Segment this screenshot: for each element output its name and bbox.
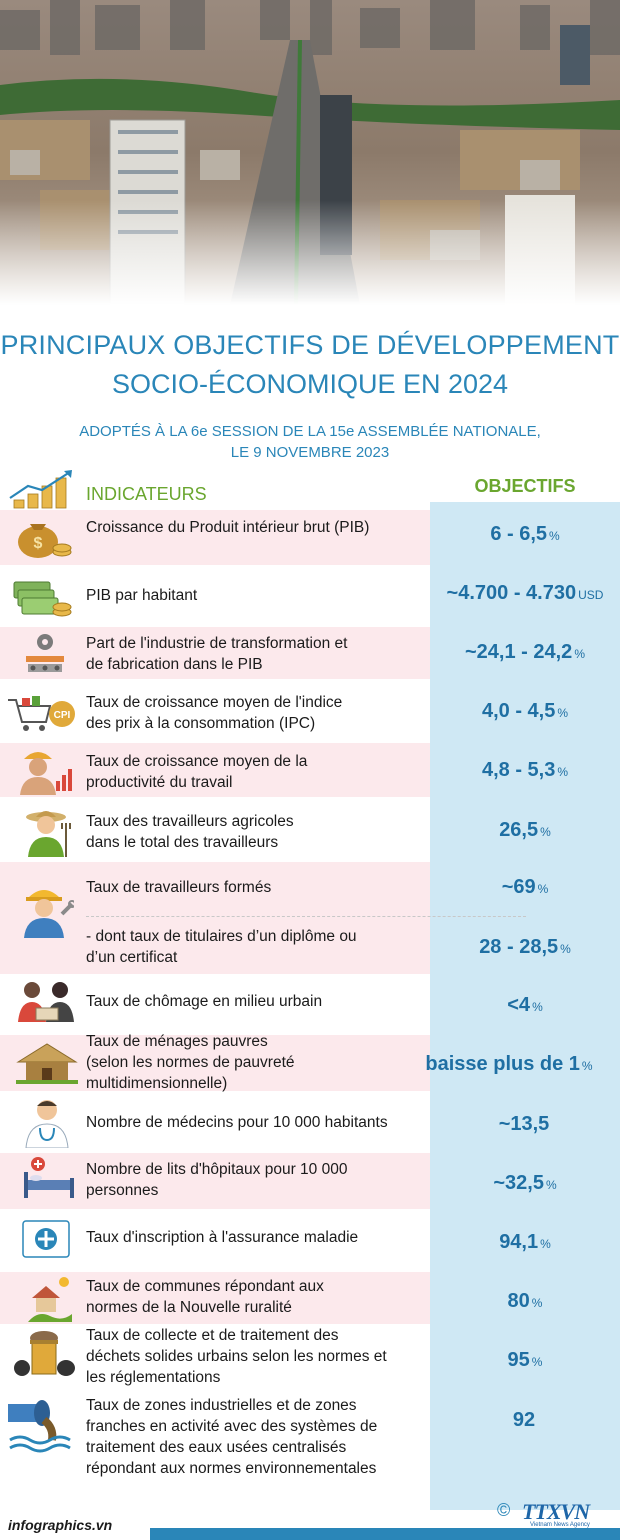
objective-value: 95% xyxy=(507,1349,543,1371)
money-bag-icon: $ xyxy=(18,524,72,558)
indicator-label: Taux de croissance moyen de la xyxy=(86,753,308,770)
indicator-label: traitement des eaux usées centralisés xyxy=(86,1439,347,1456)
objective-value: 26,5% xyxy=(499,819,551,841)
objective-value: baisse plus de 1% xyxy=(425,1053,593,1075)
indicators-header: INDICATEURS xyxy=(86,484,207,504)
indicator-label: Taux de ménages pauvres xyxy=(86,1033,268,1050)
indicator-label: (selon les normes de pauvreté xyxy=(86,1054,295,1071)
indicator-label: dans le total des travailleurs xyxy=(86,834,279,851)
objective-value: 92 xyxy=(512,1409,536,1431)
indicator-label: normes de la Nouvelle ruralité xyxy=(86,1299,292,1316)
cpi-cart-icon: CPI xyxy=(8,696,75,731)
indicator-label: multidimensionnelle) xyxy=(86,1075,228,1092)
subtitle-line1: ADOPTÉS À LA 6e SESSION DE LA 15e ASSEMB… xyxy=(79,423,541,440)
indicator-label: - dont taux de titulaires d’un diplôme o… xyxy=(86,928,357,945)
objectives-column xyxy=(430,502,620,1510)
objective-value: <4% xyxy=(507,994,543,1016)
vna-logo: TTXVN xyxy=(522,1499,590,1524)
objective-value: ~4.700 - 4.730 USD xyxy=(446,582,604,604)
objective-value: 4,0 - 4,5% xyxy=(481,700,569,722)
sub-row-divider xyxy=(86,916,526,917)
indicator-label: Nombre de médecins pour 10 000 habitants xyxy=(86,1114,388,1131)
health-insurance-icon xyxy=(22,1220,70,1258)
objective-value: 4,8 - 5,3% xyxy=(481,759,569,781)
hospital-bed-icon xyxy=(24,1157,74,1198)
indicator-label: Nombre de lits d'hôpitaux pour 10 000 xyxy=(86,1161,348,1178)
objectives-header: OBJECTIFS xyxy=(474,476,576,496)
indicator-label: Taux d'inscription à l'assurance maladie xyxy=(86,1229,359,1246)
waste-bin-icon xyxy=(14,1331,75,1376)
factory-gear-icon xyxy=(26,634,64,672)
indicator-label: Taux de croissance moyen de l'indice xyxy=(86,694,343,711)
unemployed-people-icon xyxy=(18,982,74,1022)
indicator-label: PIB par habitant xyxy=(86,587,198,604)
city-aerial-photo xyxy=(0,0,620,305)
indicator-label: Croissance du Produit intérieur brut (PI… xyxy=(86,519,370,536)
indicator-label: répondant aux normes environnementales xyxy=(86,1460,377,1477)
indicator-label: franches en activité avec des systèmes d… xyxy=(86,1418,378,1435)
growth-coins-icon xyxy=(9,470,72,509)
trained-worker-icon xyxy=(24,890,74,938)
copyright-symbol: © xyxy=(497,1500,511,1520)
indicator-label: Part de l'industrie de transformation et xyxy=(86,635,348,652)
objective-value: 94,1% xyxy=(499,1231,551,1253)
main-title-line1: PRINCIPAUX OBJECTIFS DE DÉVELOPPEMENT xyxy=(0,330,620,360)
indicator-label: productivité du travail xyxy=(86,774,233,791)
objective-value: ~24,1 - 24,2% xyxy=(465,641,585,663)
subtitle-line2: LE 9 NOVEMBRE 2023 xyxy=(230,444,390,461)
objective-value: 80% xyxy=(507,1290,543,1312)
objective-value: ~32,5% xyxy=(493,1172,557,1194)
indicator-label: les réglementations xyxy=(86,1369,221,1386)
svg-text:$: $ xyxy=(34,535,43,552)
indicator-label: déchets solides urbains selon les normes… xyxy=(86,1348,387,1365)
rural-commune-icon xyxy=(28,1277,72,1322)
objective-value: 28 - 28,5% xyxy=(479,936,571,958)
indicator-label: Taux de chômage en milieu urbain xyxy=(86,993,323,1010)
footer-notch xyxy=(0,1518,150,1540)
farmer-icon xyxy=(26,811,71,857)
indicator-label: personnes xyxy=(86,1182,159,1199)
doctor-icon xyxy=(25,1100,69,1148)
indicator-label: d’un certificat xyxy=(86,949,178,966)
wastewater-pipe-icon xyxy=(8,1400,71,1453)
hut-icon xyxy=(16,1043,78,1084)
row-band xyxy=(0,627,430,679)
vna-logo-subtitle: Vietnam News Agency xyxy=(530,1522,590,1528)
objective-value: 6 - 6,5% xyxy=(490,523,560,545)
indicator-label: Taux de collecte et de traitement des xyxy=(86,1327,339,1344)
objective-value: ~13,5 xyxy=(498,1113,550,1135)
indicator-label: Taux de travailleurs formés xyxy=(86,879,272,896)
worker-chart-icon xyxy=(20,752,72,795)
indicator-label: de fabrication dans le PIB xyxy=(86,656,263,673)
indicator-label: Taux de communes répondant aux xyxy=(86,1278,324,1295)
indicator-label: Taux de zones industrielles et de zones xyxy=(86,1397,357,1414)
row-band xyxy=(0,510,430,565)
indicator-label: des prix à la consommation (IPC) xyxy=(86,715,316,732)
objective-value: ~69% xyxy=(501,876,549,898)
money-stack-icon xyxy=(13,581,72,617)
svg-text:CPI: CPI xyxy=(54,710,71,721)
indicator-label: Taux des travailleurs agricoles xyxy=(86,813,294,830)
website-link[interactable]: infographics.vn xyxy=(8,1517,113,1533)
row-band xyxy=(0,862,430,974)
main-title-line2: SOCIO-ÉCONOMIQUE EN 2024 xyxy=(111,369,509,399)
footer-bar xyxy=(0,1528,620,1540)
